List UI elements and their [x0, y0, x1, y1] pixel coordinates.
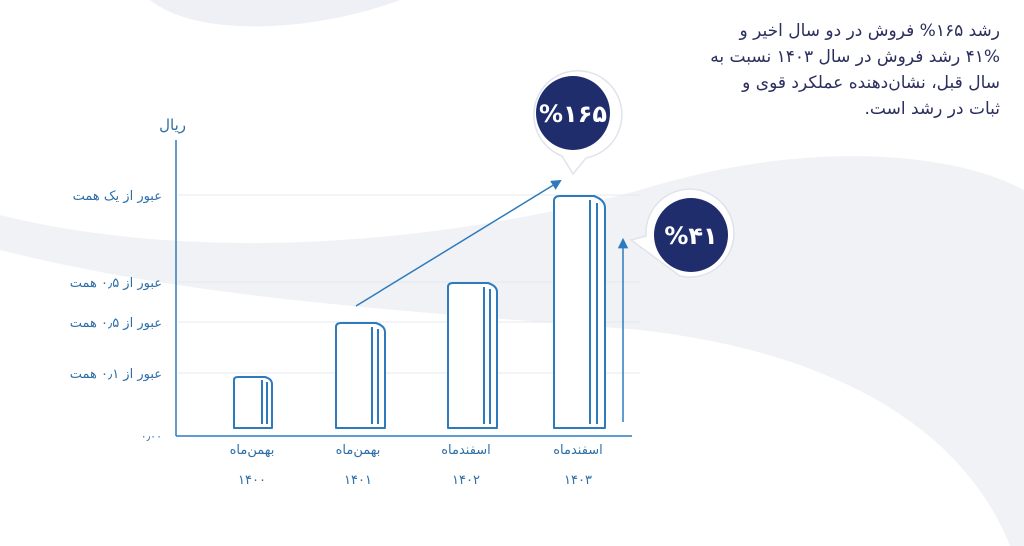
y-axis-label: عبور از ۰٫۵ همت: [70, 316, 162, 331]
x-label-year: ۱۴۰۱: [344, 473, 372, 488]
bar-edge: [589, 200, 598, 424]
y-axis-label: عبور از یک همت: [73, 189, 162, 204]
y-axis-label: عبور از ۰٫۱ همت: [70, 367, 162, 382]
x-labels: بهمن‌ماه ۱۴۰۰ بهمن‌ماه ۱۴۰۱ اسفندماه ۱۴۰…: [230, 443, 603, 488]
callout-text: %۴۱: [664, 222, 717, 250]
callout-text: %۱۶۵: [539, 100, 607, 128]
bar: [553, 195, 606, 429]
callout-circle: [654, 198, 728, 272]
bars: [233, 195, 606, 429]
x-label-year: ۱۴۰۳: [564, 473, 592, 488]
y-axis-label: عبور از ۰٫۵ همت: [70, 276, 162, 291]
y-axis-label: ۰٫۰۰: [141, 430, 162, 443]
x-label-month: بهمن‌ماه: [230, 443, 275, 458]
bg-shape: [150, 0, 400, 27]
bar-edge: [261, 380, 268, 424]
x-label-month: اسفندماه: [441, 443, 491, 458]
callout: %۱۶۵: [533, 70, 623, 176]
callout: %۴۱: [629, 188, 735, 278]
description-line: ۴۱% رشد فروش در سال ۱۴۰۳ نسبت به: [710, 47, 1000, 67]
x-label-month: اسفندماه: [553, 443, 603, 458]
callout-circle: [536, 76, 610, 150]
x-label-year: ۱۴۰۲: [452, 473, 480, 488]
x-label-year: ۱۴۰۰: [238, 473, 266, 488]
growth-arrow: [355, 179, 562, 307]
y-axis-unit: ریال: [159, 116, 186, 134]
bar-edge: [483, 287, 491, 424]
description: رشد ۱۶۵% فروش در دو سال اخیر و ۴۱% رشد ف…: [710, 21, 1000, 119]
x-label-month: بهمن‌ماه: [336, 443, 381, 458]
description-line: رشد ۱۶۵% فروش در دو سال اخیر و: [738, 21, 1000, 41]
description-line: ثبات در رشد است.: [865, 99, 1001, 119]
description-line: سال قبل، نشان‌دهنده عملکرد قوی و: [741, 73, 1000, 93]
bar-edge: [371, 327, 379, 424]
bg-shape: [0, 156, 1024, 546]
